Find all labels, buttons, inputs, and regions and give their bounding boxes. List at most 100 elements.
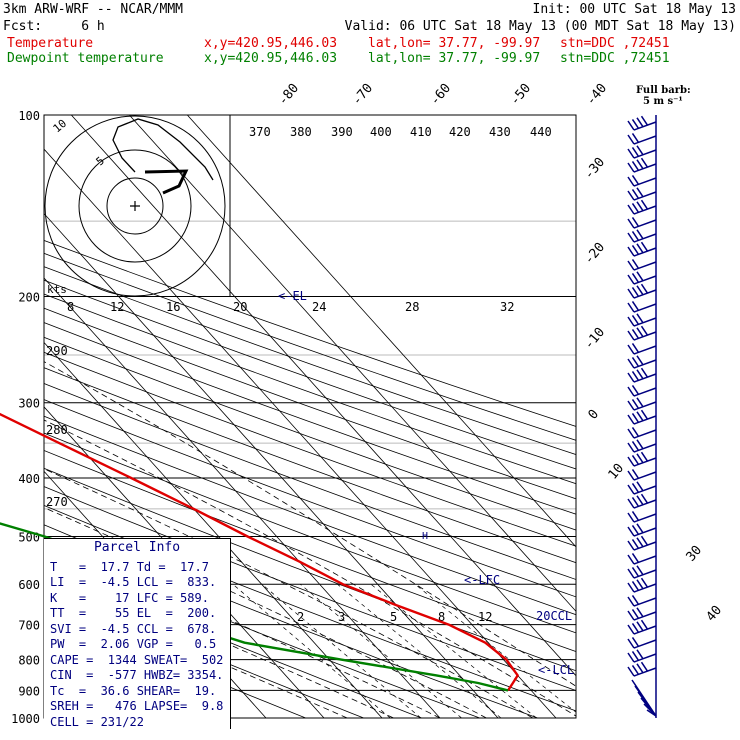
wind-barb-flag: [631, 244, 640, 255]
wind-barb-flag: [627, 484, 635, 495]
wind-barb-flag: [631, 258, 640, 269]
wind-barb-icon: [627, 409, 657, 425]
dry-adiabat-line: [44, 383, 576, 580]
pressure-tick-label: 300: [18, 397, 40, 411]
wind-barb-shaft: [633, 541, 657, 551]
wind-barb-shaft: [633, 471, 657, 481]
wind-barb-flag: [627, 596, 635, 607]
wind-barb-flag: [627, 316, 635, 327]
wind-barb-icon: [627, 451, 657, 467]
wind-barb-flag: [640, 367, 649, 378]
wind-barb-flag: [627, 176, 635, 187]
wind-barb-flag: [631, 622, 640, 633]
wind-barb-flag: [627, 512, 635, 523]
wind-barb-flag: [627, 582, 635, 593]
isotherm-tick-label: -20: [582, 240, 609, 268]
wind-barb-shaft: [633, 597, 657, 607]
wind-barb-shaft: [633, 401, 657, 411]
wind-barb-flag: [627, 218, 635, 229]
wind-barb-icon: [627, 216, 657, 229]
wind-barb-flag: [636, 523, 644, 534]
wind-barb-flag: [640, 115, 649, 126]
wind-barb-icon: [627, 619, 657, 635]
wind-barb-shaft: [633, 345, 657, 355]
wind-barb-shaft: [633, 513, 657, 523]
wind-barb-flag: [627, 498, 635, 509]
theta-tick-label: 430: [489, 125, 511, 139]
dry-adiabat-line: [44, 293, 576, 485]
wind-barb-shaft: [633, 499, 657, 509]
temperature-legend-xy: x,y=420.95,446.03: [204, 36, 338, 51]
wind-barb-flag: [640, 661, 649, 672]
hodograph-units-label: kts: [47, 283, 67, 296]
wind-barb-flag: [631, 636, 640, 647]
lfc-marker: <-LFC: [464, 573, 500, 587]
mixing-ratio-tick-label: 20: [233, 300, 247, 314]
wind-barb-flag: [631, 132, 640, 143]
dry-adiabat-line: [44, 239, 576, 427]
theta-tick-label: 390: [331, 125, 353, 139]
wind-barb-flag: [636, 607, 644, 618]
wind-barb-shaft: [633, 443, 657, 453]
wind-barb-flag: [636, 271, 644, 282]
wind-barb-icon: [627, 510, 657, 523]
wind-barb-flag: [631, 314, 640, 325]
wind-barb-flag: [636, 145, 644, 156]
wind-barb-flag: [640, 493, 649, 504]
wind-barb-flag: [631, 524, 640, 535]
mixing-ratio-line: [300, 583, 462, 718]
wind-barb-icon: [627, 132, 657, 145]
isotherm-line: [44, 277, 441, 718]
theta-tick-label: 370: [249, 125, 271, 139]
wind-barb-shaft: [633, 121, 657, 131]
isotherm-line: [187, 115, 576, 548]
temperature-legend-station: stn=DDC ,72451: [560, 36, 670, 51]
pressure-tick-label: 400: [18, 472, 40, 486]
dry-adiabat-line: [44, 586, 364, 718]
dry-adiabat-line: [44, 279, 576, 470]
dry-adiabat-line: [44, 266, 576, 455]
pressure-tick-label: 900: [18, 684, 40, 698]
dry-adiabat-line: [44, 336, 576, 531]
wind-barb-flag: [627, 638, 635, 649]
wind-barb-shaft: [633, 583, 657, 593]
pressure-tick-label: 600: [18, 578, 40, 592]
wind-barb-flag: [631, 384, 640, 395]
wind-barb-icon: [627, 325, 657, 341]
dewpoint-legend-xy: x,y=420.95,446.03: [204, 51, 338, 66]
parcel-row: CAPE = 1344 SWEAT= 502: [50, 652, 224, 667]
wind-barb-shaft: [633, 275, 657, 285]
pressure-tick-label: 700: [18, 619, 40, 633]
plot-frame: [43, 114, 577, 719]
isotherm-line: [44, 406, 325, 718]
parcel-info-title: Parcel Info: [93, 540, 181, 555]
wind-barb-shaft: [633, 177, 657, 187]
wind-barb-shaft: [633, 667, 657, 677]
mixing-ratio-tick-label: 24: [312, 300, 326, 314]
wind-barb-flag: [627, 526, 635, 537]
wind-barb-flag: [627, 232, 635, 243]
wind-barb-flag: [631, 342, 640, 353]
dewpoint-legend-latlon: lat,lon= 37.77, -99.97: [368, 51, 541, 66]
mixing-ratio-tick-label: 32: [500, 300, 514, 314]
wind-barb-flag: [627, 624, 635, 635]
wind-barb-flag: [627, 302, 635, 313]
mixing-ratio-line: [232, 583, 391, 718]
forecast-hour: Fcst: 6 h: [3, 19, 105, 34]
parcel-row: TT = 55 EL = 200.: [50, 606, 217, 620]
wind-barb-flag: [631, 454, 640, 465]
wind-barb-icon: [627, 157, 657, 173]
wind-barb-shaft: [633, 527, 657, 537]
isotherm-tick-label: -10: [582, 325, 609, 353]
wind-barb-shaft: [633, 205, 657, 215]
parcel-row: Tc = 36.6 SHEAR= 19.: [50, 683, 217, 698]
wind-barb-flag: [636, 201, 644, 212]
wind-barb-icon: [627, 397, 657, 411]
pressure-tick-label: 200: [18, 291, 40, 305]
wind-barb-flag: [631, 496, 640, 507]
isotherm-line: [129, 115, 576, 612]
el-marker: <-EL: [278, 289, 307, 303]
wind-barb-flag: [627, 204, 635, 215]
wind-barb-flag: [627, 568, 635, 579]
